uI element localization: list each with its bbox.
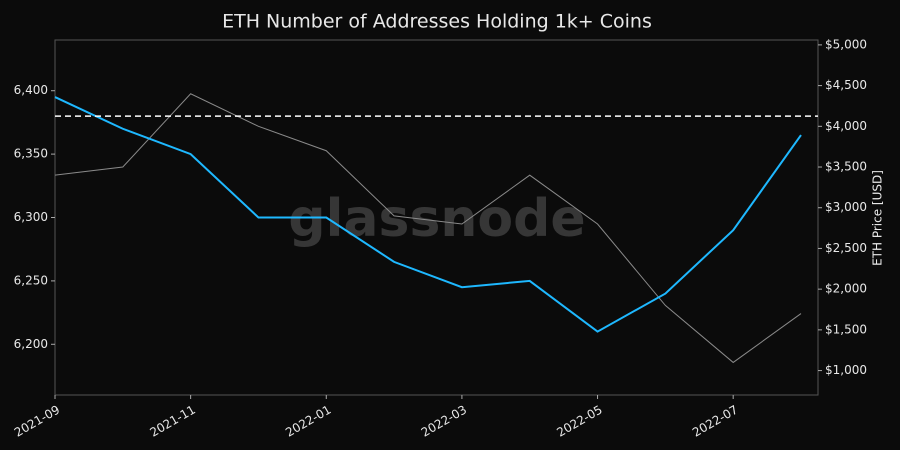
y-tick-label: 6,200 [14, 337, 48, 351]
y2-tick-label: $4,500 [825, 78, 867, 92]
watermark: glassnode [288, 189, 585, 249]
y2-tick-label: $2,500 [825, 241, 867, 255]
y2-tick-label: $3,000 [825, 200, 867, 214]
y-tick-label: 6,350 [14, 147, 48, 161]
series-line [54, 96, 802, 333]
y2-tick-label: $2,000 [825, 282, 867, 296]
y2-tick-label: $5,000 [825, 37, 867, 51]
y-tick-label: 6,400 [14, 83, 48, 97]
y2-axis-label: ETH Price [USD] [871, 170, 885, 266]
series-line [54, 93, 802, 364]
y2-tick-label: $1,000 [825, 363, 867, 377]
y2-tick-label: $4,000 [825, 119, 867, 133]
y-tick-label: 6,300 [14, 210, 48, 224]
chart-title: ETH Number of Addresses Holding 1k+ Coin… [222, 11, 652, 33]
y2-tick-label: $1,500 [825, 322, 867, 336]
y-tick-label: 6,250 [14, 273, 48, 287]
y2-tick-label: $3,500 [825, 160, 867, 174]
